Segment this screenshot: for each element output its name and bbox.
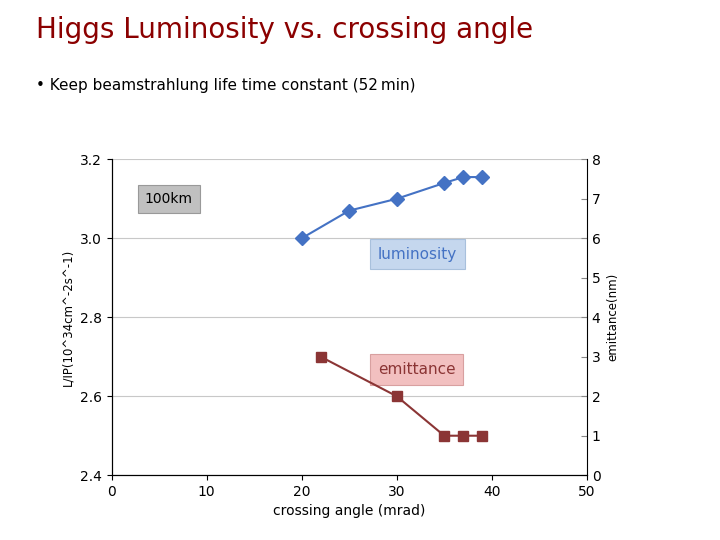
Text: 100km: 100km (145, 192, 193, 206)
Text: luminosity: luminosity (378, 247, 457, 261)
Text: • Keep beamstrahlung life time constant (52 min): • Keep beamstrahlung life time constant … (36, 78, 415, 93)
Text: Higgs Luminosity vs. crossing angle: Higgs Luminosity vs. crossing angle (36, 16, 533, 44)
Text: emittance: emittance (378, 362, 455, 377)
X-axis label: crossing angle (mrad): crossing angle (mrad) (273, 504, 426, 518)
Y-axis label: emittance(nm): emittance(nm) (606, 273, 619, 361)
Y-axis label: L/IP(10^34cm^-2s^-1): L/IP(10^34cm^-2s^-1) (61, 248, 74, 386)
